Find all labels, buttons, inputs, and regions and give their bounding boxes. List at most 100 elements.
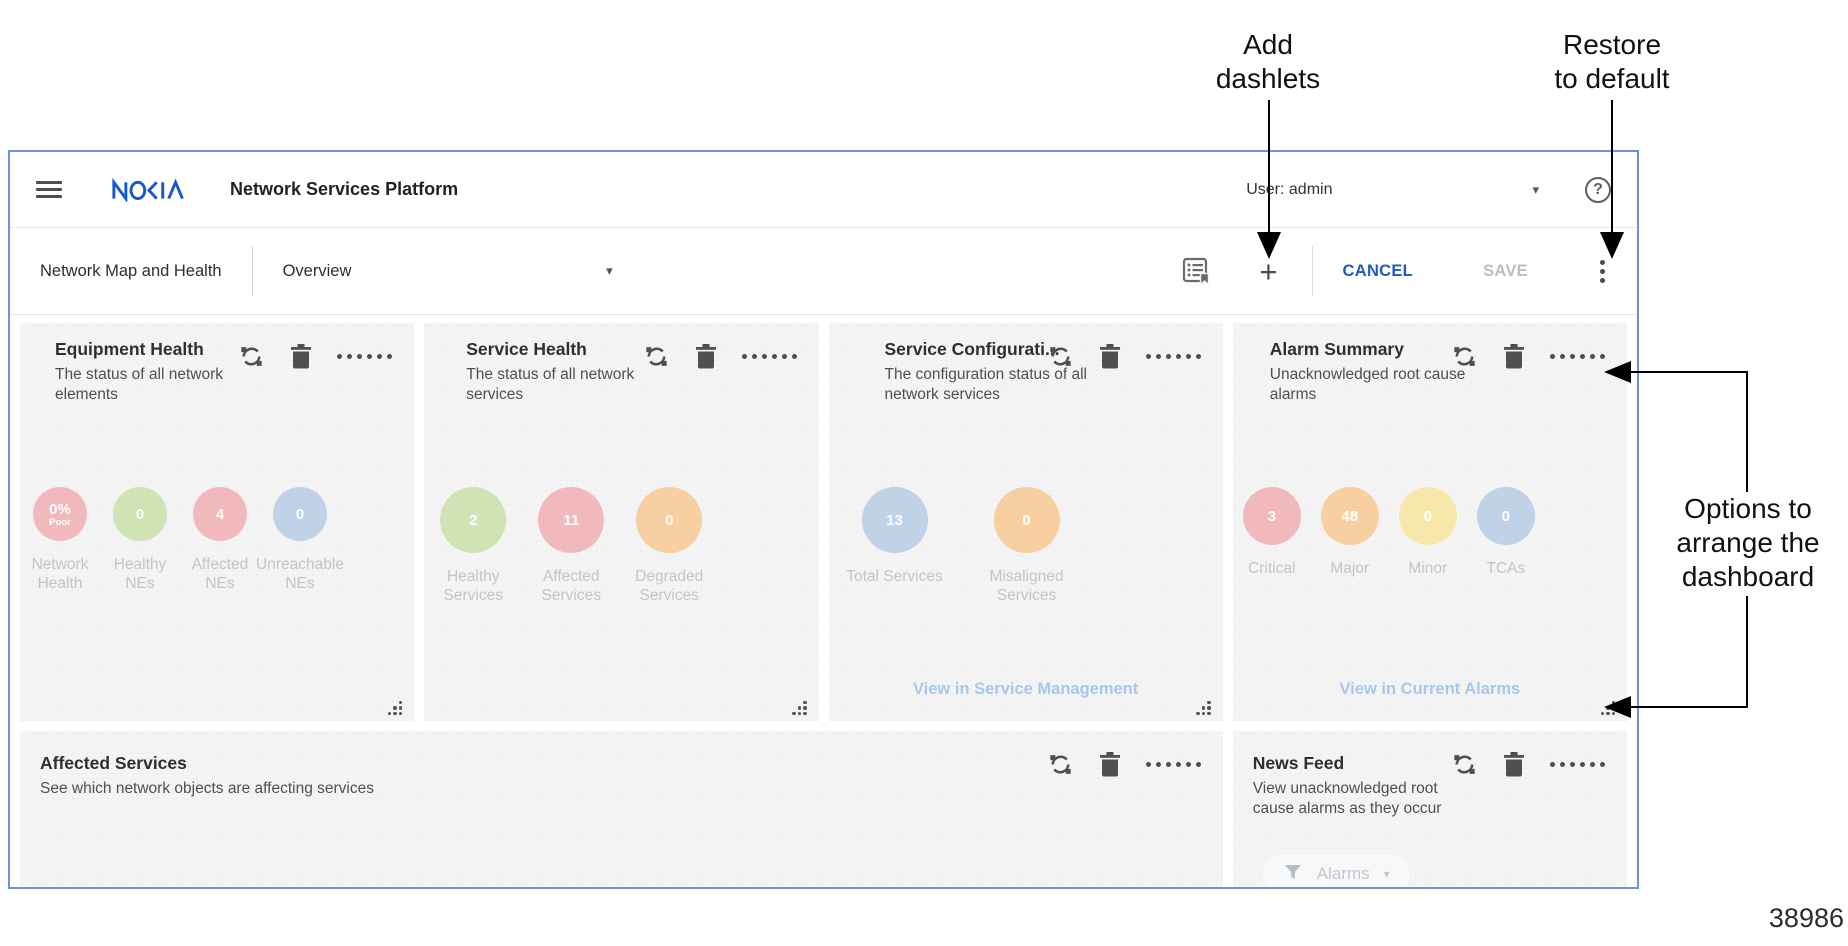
dashlet-title: Equipment Health <box>55 339 204 359</box>
dashlet-view-link[interactable]: View in Current Alarms <box>1339 680 1521 698</box>
refresh-icon[interactable] <box>238 343 265 370</box>
drag-handle-icon[interactable] <box>741 354 797 359</box>
dashlet-title: Affected Services <box>40 753 187 773</box>
stat: 0 Minor <box>1389 487 1467 578</box>
help-icon[interactable]: ? <box>1585 176 1611 203</box>
stat: 0% Poor Network Health <box>20 487 100 594</box>
annotation-line <box>1746 596 1748 708</box>
stat: 48 Major <box>1311 487 1389 578</box>
stat-label: Network Health <box>31 556 89 593</box>
annotation-line <box>1630 371 1748 373</box>
stat: 0 TCAs <box>1467 487 1545 578</box>
dashlet-service-configurati: Service Configurati... The configuration… <box>828 323 1223 721</box>
resize-handle[interactable] <box>1196 700 1211 715</box>
delete-icon[interactable] <box>1098 343 1122 370</box>
resize-handle[interactable] <box>792 700 807 715</box>
dashlet-news-feed: News Feed View unacknowledged root cause… <box>1232 731 1627 887</box>
app-title: Network Services Platform <box>230 179 459 199</box>
stat-value: 13 <box>886 511 903 529</box>
stat-value: 0 <box>135 505 145 523</box>
stat-label: Affected NEs <box>191 556 249 593</box>
annotation-add-dashlets: Add dashlets <box>1215 29 1321 94</box>
stat-label: Minor <box>1408 560 1448 577</box>
annotation-line <box>1630 706 1748 708</box>
add-dashlet-button[interactable]: + <box>1259 253 1278 289</box>
chevron-down-icon: ▾ <box>606 263 613 278</box>
annotation-line <box>1611 100 1613 234</box>
user-menu[interactable]: User: admin ▾ ? <box>1246 176 1611 203</box>
stat-label: Major <box>1330 560 1370 577</box>
filter-chip-label: Alarms <box>1316 864 1370 883</box>
stat: 3 Critical <box>1233 487 1311 578</box>
refresh-icon[interactable] <box>643 343 670 370</box>
refresh-icon[interactable] <box>1451 343 1478 370</box>
dashlet-row-1: Equipment Health The status of all netwo… <box>20 323 1627 721</box>
dashlet-description: The status of all network elements <box>55 366 223 404</box>
alarms-filter-chip[interactable]: Alarms ▾ <box>1262 854 1410 887</box>
dashlet-description: The configuration status of all network … <box>884 366 1087 404</box>
drag-handle-icon[interactable] <box>1550 762 1605 767</box>
chevron-down-icon: ▾ <box>1383 867 1390 881</box>
refresh-icon[interactable] <box>1451 751 1478 778</box>
dashlet-title: Alarm Summary <box>1269 339 1404 359</box>
arrow-left-icon <box>1604 361 1631 383</box>
stat-value: 0 <box>1423 507 1432 525</box>
drag-handle-icon[interactable] <box>1145 354 1201 359</box>
stat-circle: 4 <box>193 487 247 541</box>
manage-dashboards-icon[interactable] <box>1181 256 1211 286</box>
stat-label: Degraded Services <box>635 568 704 605</box>
dashlet-stats: 3 Critical 48 Major 0 Minor 0 TCAs <box>1233 487 1627 578</box>
stat-circle: 2 <box>440 487 507 553</box>
toolbar-divider <box>251 246 253 296</box>
stat-label: Affected Services <box>541 568 601 605</box>
stat-label: Unreachable NEs <box>256 556 344 593</box>
stat-circle: 0 <box>273 487 327 541</box>
refresh-icon[interactable] <box>1047 751 1074 778</box>
resize-handle[interactable] <box>387 700 403 715</box>
stat-label: Healthy Services <box>443 568 503 605</box>
delete-icon[interactable] <box>1502 751 1526 778</box>
stat-value: 0 <box>1501 507 1510 525</box>
dashlet-actions <box>1451 751 1605 778</box>
stat-label: Healthy NEs <box>113 556 167 593</box>
stat: 13 Total Services <box>829 487 961 606</box>
dashlet-view-link[interactable]: View in Service Management <box>912 680 1139 698</box>
drag-handle-icon[interactable] <box>1550 354 1605 359</box>
stat-value: 0 <box>665 511 674 529</box>
stat-circle: 13 <box>861 487 928 553</box>
refresh-icon[interactable] <box>1047 343 1074 370</box>
view-selector[interactable]: Overview ▾ <box>283 262 613 281</box>
arrow-down-icon <box>1600 232 1624 259</box>
cancel-button[interactable]: CANCEL <box>1342 261 1414 280</box>
figure-number: 38986 <box>1768 903 1844 933</box>
delete-icon[interactable] <box>694 343 718 370</box>
nokia-logo <box>108 177 190 202</box>
stat-label: TCAs <box>1486 560 1526 577</box>
hamburger-menu-icon[interactable] <box>36 181 62 198</box>
dashlet-title: Service Configurati... <box>884 339 1060 359</box>
dashlet-stats: 0% Poor Network Health 0 Healthy NEs 4 Affecte… <box>20 487 414 594</box>
dashboard-toolbar: Network Map and Health Overview ▾ + <box>10 228 1637 315</box>
delete-icon[interactable] <box>1502 343 1526 370</box>
delete-icon[interactable] <box>1098 751 1122 778</box>
dashlet-actions <box>1451 343 1605 370</box>
chevron-down-icon[interactable]: ▾ <box>1532 181 1539 197</box>
dashlet-description: See which network objects are affecting … <box>40 780 374 797</box>
more-options-kebab-icon[interactable] <box>1598 258 1607 285</box>
stat-value: 3 <box>1267 507 1276 525</box>
stat-circle: 0% Poor <box>33 487 87 541</box>
save-button[interactable]: SAVE <box>1483 261 1528 280</box>
stat: 0 Degraded Services <box>620 487 718 606</box>
drag-handle-icon[interactable] <box>337 354 393 359</box>
toolbar-divider <box>1311 246 1313 296</box>
dashlet-description: View unacknowledged root cause alarms as… <box>1252 780 1442 818</box>
stat-value: 11 <box>563 511 580 529</box>
stat-circle: 11 <box>538 487 605 553</box>
stat-value: 4 <box>215 505 225 523</box>
stat-label: Misaligned Services <box>989 568 1064 605</box>
stat: 0 Healthy NEs <box>100 487 180 594</box>
stat: 2 Healthy Services <box>424 487 522 606</box>
delete-icon[interactable] <box>289 343 313 370</box>
drag-handle-icon[interactable] <box>1145 762 1201 767</box>
